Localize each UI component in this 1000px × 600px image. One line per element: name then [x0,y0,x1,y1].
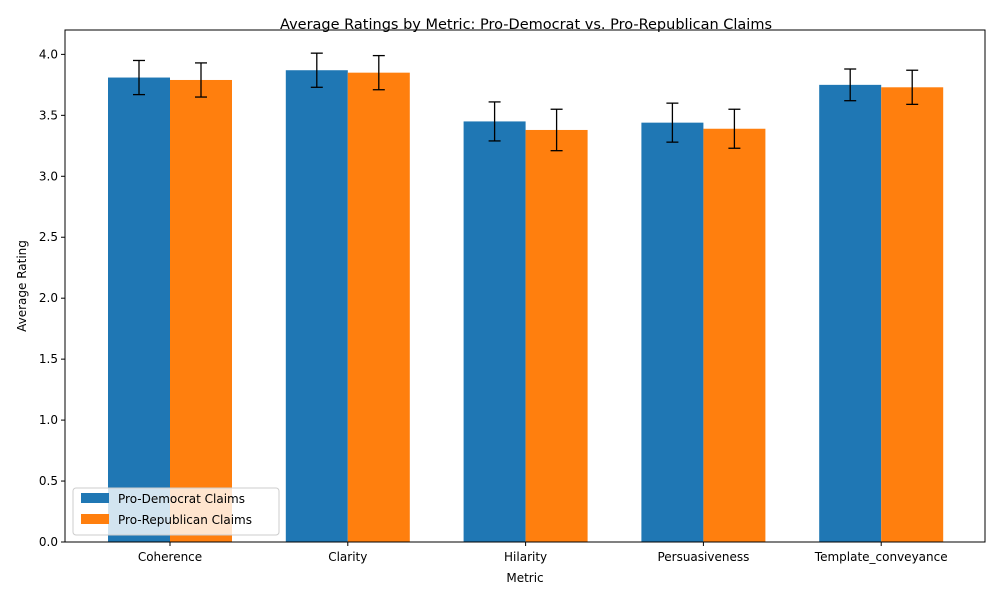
y-tick-label: 3.0 [39,169,58,183]
x-tick-label-persuasiveness: Persuasiveness [657,550,749,564]
y-tick-label: 2.0 [39,291,58,305]
y-tick-label: 1.5 [39,352,58,366]
chart-title: Average Ratings by Metric: Pro-Democrat … [280,17,772,33]
bar-pro-democrat-claims-template_conveyance [819,84,882,542]
y-axis-label: Average Rating [15,240,29,332]
legend: Pro-Democrat Claims Pro-Republican Claim… [72,487,280,536]
error-bars-layer [133,52,919,152]
y-tick-label: 3.5 [39,108,58,122]
x-axis-ticks: Coherence Clarity Hilarity Persuasiveness Te… [138,542,948,564]
plot-frame [64,29,986,543]
error-bar-pro-democrat-claims-clarity [310,52,323,88]
bar-pro-republican-claims-clarity [347,72,410,543]
error-bar-pro-republican-claims-persuasiveness [728,108,741,149]
bar-pro-republican-claims-persuasiveness [703,128,766,542]
y-tick-label: 0.0 [39,535,58,549]
bar-pro-democrat-claims-coherence [108,77,170,543]
x-tick-label-hilarity: Hilarity [504,550,547,564]
legend-label-pro-democrat: Pro-Democrat Claims [118,492,245,506]
legend-label-pro-republican: Pro-Republican Claims [118,513,252,527]
bar-pro-democrat-claims-clarity [285,70,348,542]
y-axis-ticks: 0.0 0.5 1.0 1.5 2.0 2.5 3.0 3.5 4.0 [39,47,65,549]
legend-swatch-pro-democrat [81,493,109,503]
bar-pro-republican-claims-coherence [170,79,232,542]
error-bar-pro-democrat-claims-coherence [133,59,145,96]
error-bar-pro-democrat-claims-persuasiveness [666,102,679,143]
x-tick-label-coherence: Coherence [138,550,202,564]
y-tick-label: 2.5 [39,230,58,244]
bars-layer [108,70,944,543]
y-tick-label: 1.0 [39,413,58,427]
error-bar-pro-republican-claims-template_conveyance [906,69,919,106]
x-tick-label-clarity: Clarity [328,550,367,564]
legend-box [72,487,280,536]
error-bar-pro-democrat-claims-hilarity [488,101,501,142]
bar-pro-republican-claims-template_conveyance [881,87,944,543]
error-bar-pro-republican-claims-clarity [372,54,385,91]
x-axis-label: Metric [506,571,543,585]
error-bar-pro-democrat-claims-template_conveyance [844,68,857,102]
bar-pro-democrat-claims-hilarity [463,121,526,542]
bar-pro-republican-claims-hilarity [525,129,588,542]
bar-pro-democrat-claims-persuasiveness [641,122,704,543]
error-bar-pro-republican-claims-hilarity [550,108,563,152]
legend-swatch-pro-republican [81,514,109,524]
x-tick-label-template_conveyance: Template_conveyance [814,550,948,564]
y-tick-label: 0.5 [39,474,58,488]
error-bar-pro-republican-claims-coherence [195,62,207,98]
y-tick-label: 4.0 [39,47,58,61]
